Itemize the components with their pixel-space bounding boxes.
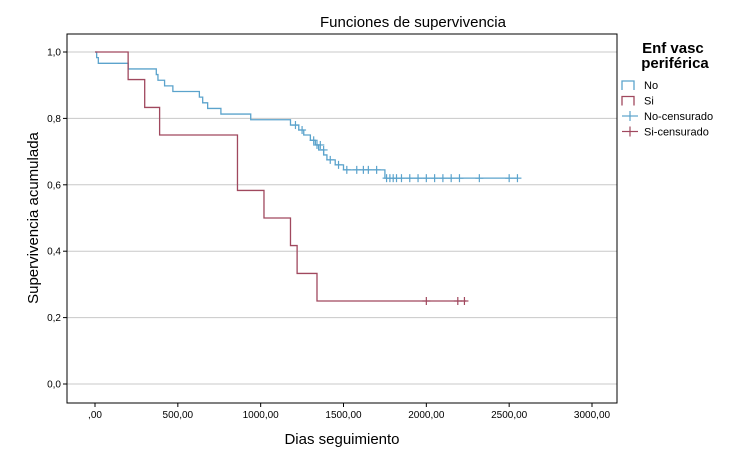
- x-axis: ,00 500,00 1000,00 1500,00 2000,00 2500,00 300…: [88, 403, 611, 421]
- x-axis-label: Dias seguimiento: [284, 431, 399, 448]
- y-tick-label: 0,2: [47, 313, 61, 324]
- censor-mark-no: [372, 165, 381, 174]
- legend-title: Enf vasc periférica: [641, 40, 709, 72]
- legend-title-line-1: Enf vasc: [642, 40, 704, 57]
- legend-label: No-censurado: [644, 111, 713, 123]
- y-tick-label: 1,0: [47, 48, 61, 59]
- x-tick-label: 1500,00: [325, 410, 362, 421]
- legend-item: Si: [621, 95, 654, 108]
- y-axis-label: Supervivencia acumulada: [25, 131, 42, 303]
- legend-label: Si-censurado: [644, 127, 709, 139]
- series-no: [95, 51, 522, 183]
- legend-item: Si-censurado: [622, 126, 709, 139]
- censor-mark-no: [447, 174, 456, 183]
- censor-mark-no: [319, 145, 328, 154]
- censor-mark-no: [342, 165, 351, 174]
- censor-mark-si: [422, 297, 431, 305]
- legend-swatch: [621, 80, 635, 90]
- censor-mark-no: [316, 140, 325, 149]
- series-layer: [95, 51, 522, 305]
- censor-mark-no: [430, 174, 439, 183]
- y-axis: 0,0 0,2 0,4 0,6 0,8 1,0: [47, 48, 67, 391]
- censor-mark-no: [291, 121, 300, 130]
- x-tick-label: 2000,00: [408, 410, 445, 421]
- plot-area: [66, 33, 618, 404]
- censor-mark-no: [455, 174, 464, 183]
- censor-mark-no: [422, 174, 431, 183]
- chart-title: Funciones de supervivencia: [320, 14, 507, 31]
- censor-mark-si: [460, 297, 469, 305]
- censor-mark-no: [513, 174, 522, 183]
- censor-mark-no: [326, 155, 335, 164]
- legend-title-line-2: periférica: [641, 55, 709, 72]
- legend-label: Si: [644, 96, 654, 108]
- y-tick-label: 0,4: [47, 247, 61, 258]
- censor-mark-no: [475, 174, 484, 183]
- y-tick-label: 0,6: [47, 180, 61, 191]
- censor-mark-no: [438, 174, 447, 183]
- y-tick-label: 0,8: [47, 114, 61, 125]
- y-tick-label: 0,0: [47, 380, 61, 391]
- x-tick-label: 3000,00: [574, 410, 611, 421]
- legend-swatch: [621, 95, 635, 106]
- legend-item: No-censurado: [622, 111, 713, 123]
- censor-mark-no: [414, 174, 423, 183]
- censor-mark-no: [405, 174, 414, 183]
- censor-mark-no: [334, 160, 343, 169]
- censor-mark-no: [298, 126, 307, 135]
- legend-items: No Si No-censurado Si-censurado: [621, 80, 713, 139]
- x-tick-label: 500,00: [163, 410, 194, 421]
- censor-mark-no: [309, 136, 318, 145]
- series-si: [95, 51, 469, 305]
- censor-mark-no: [505, 174, 514, 183]
- gridlines: [67, 51, 617, 385]
- legend-item: No: [621, 80, 658, 92]
- x-tick-label: 2500,00: [491, 410, 528, 421]
- series-line-no: [95, 51, 518, 179]
- censor-mark-no: [364, 165, 373, 174]
- censor-mark-no: [397, 174, 406, 183]
- legend: Enf vasc periférica No Si No-censurado Si-c…: [621, 40, 713, 139]
- legend-label: No: [644, 80, 658, 92]
- x-tick-label: 1000,00: [243, 410, 280, 421]
- series-line-si: [95, 51, 467, 302]
- x-tick-label: ,00: [88, 410, 102, 421]
